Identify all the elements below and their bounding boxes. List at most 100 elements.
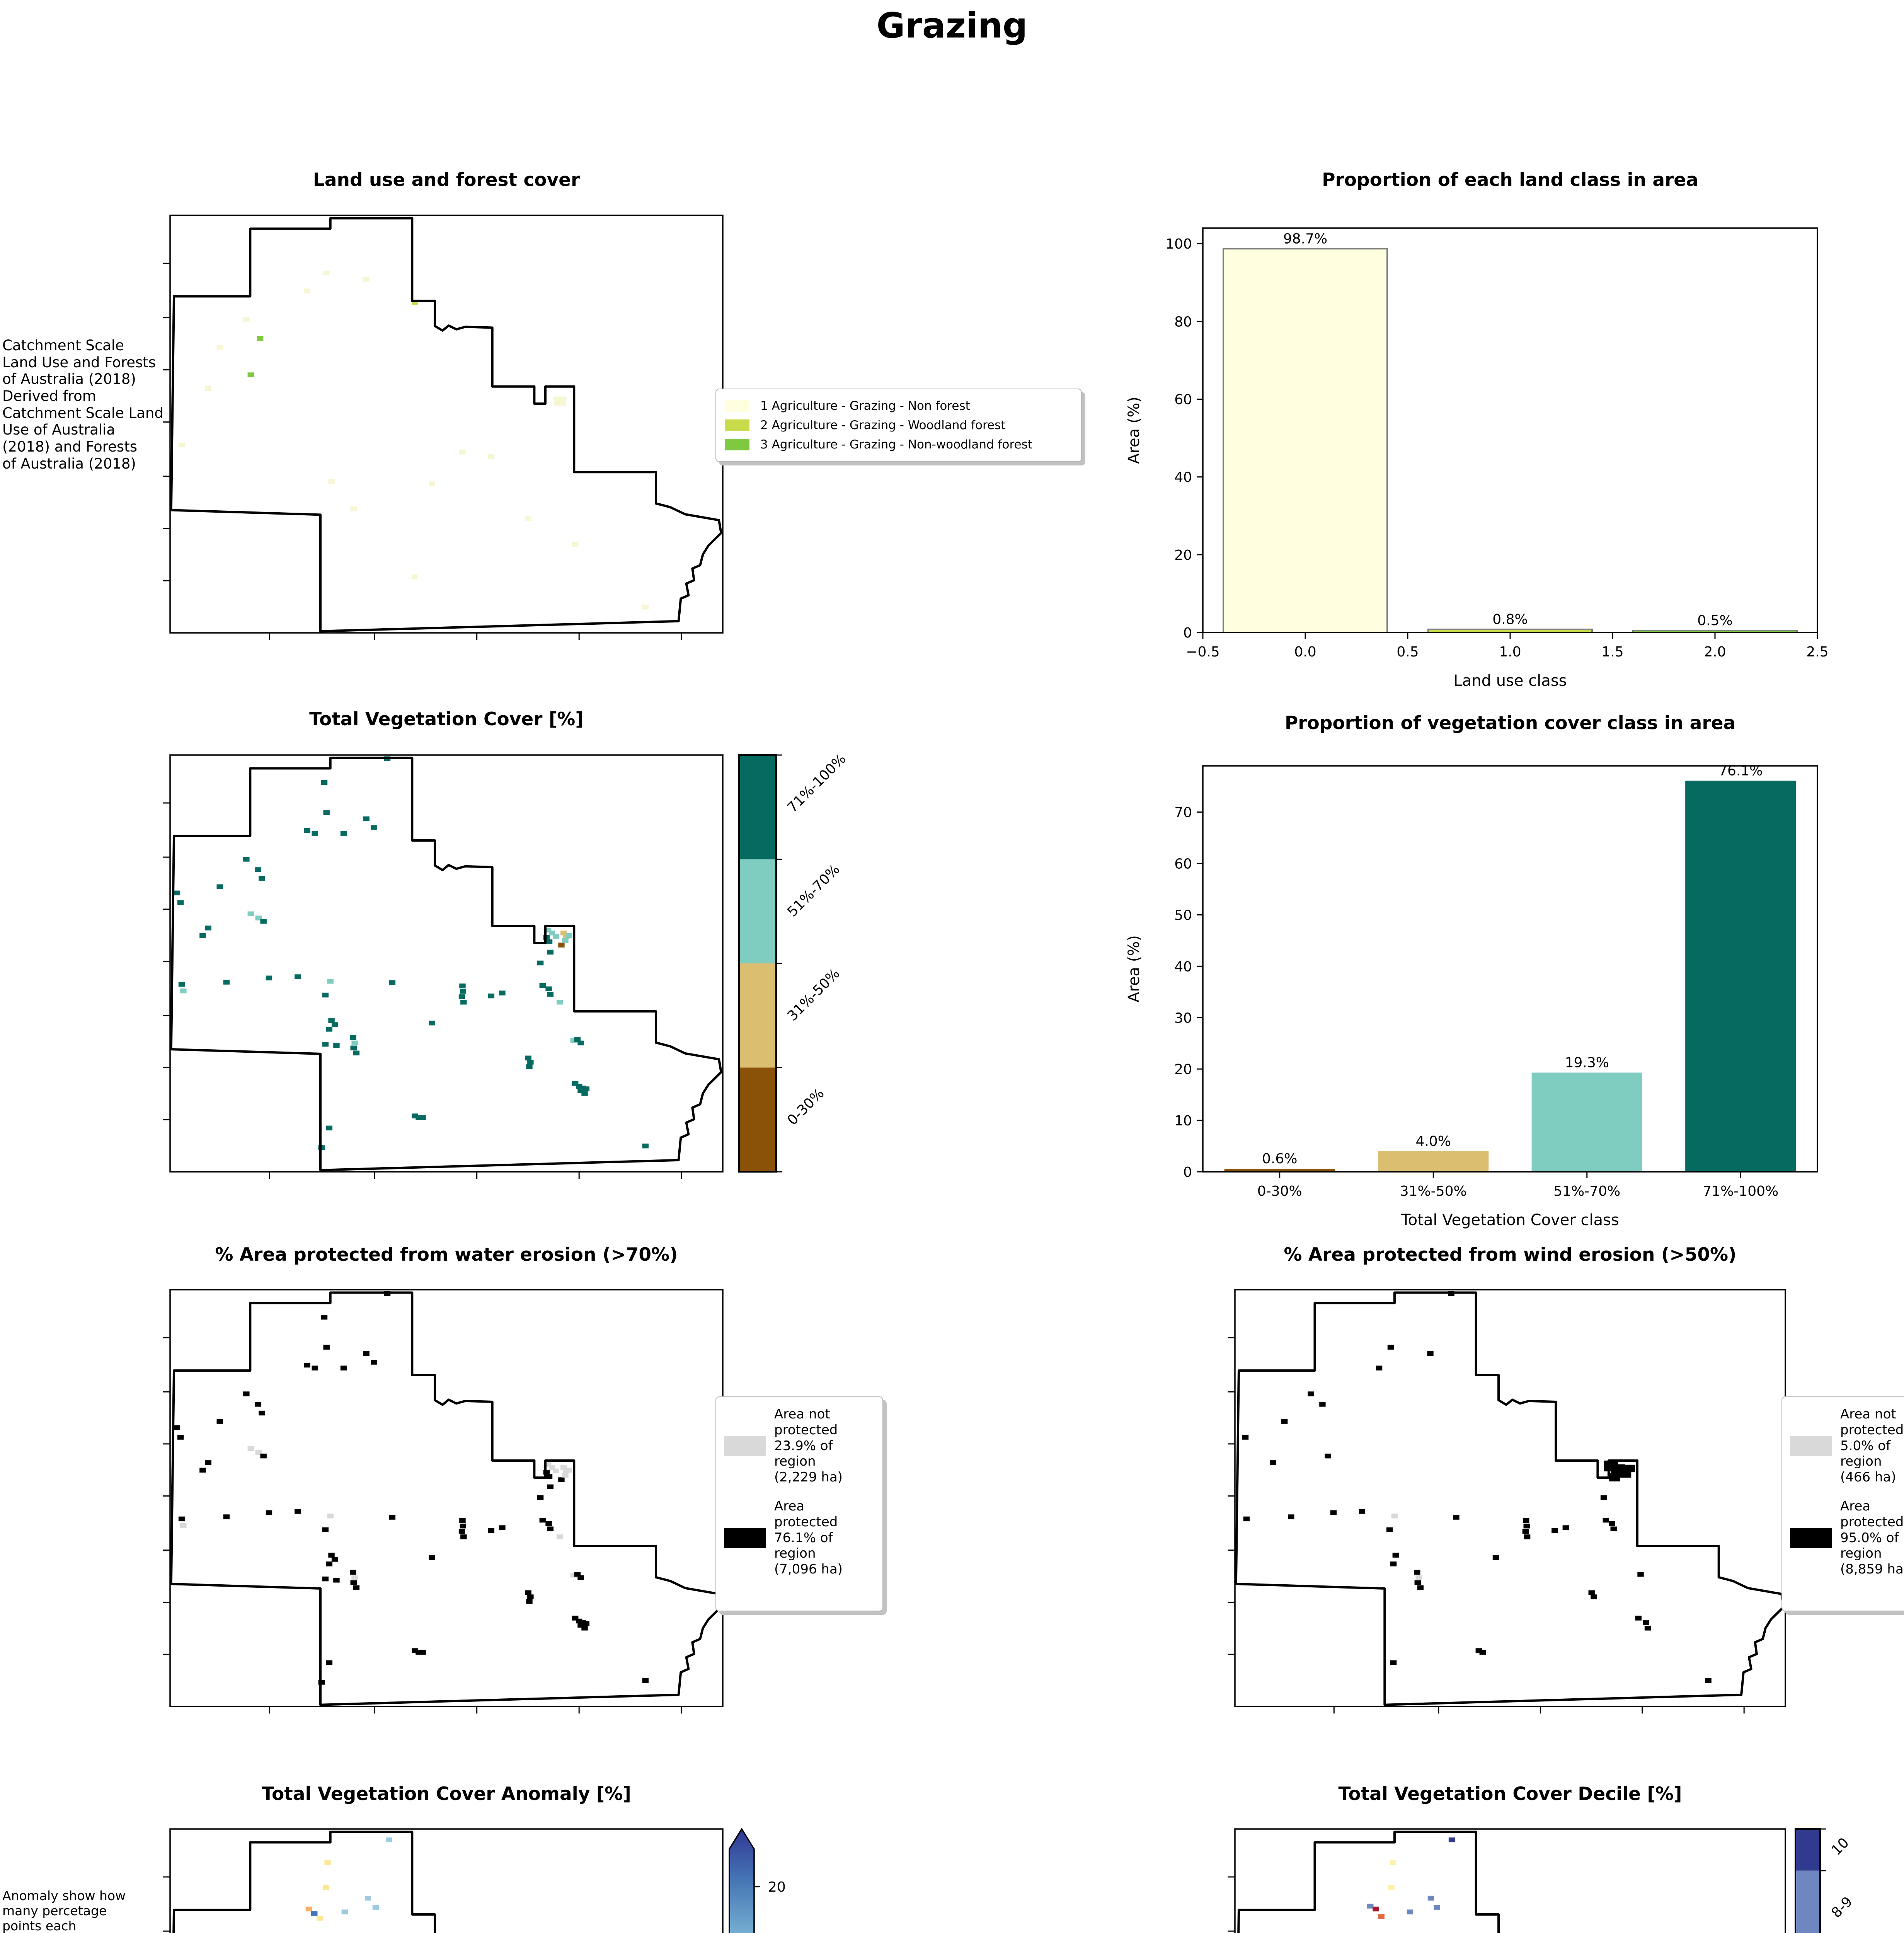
decile-colorbar: 108-94-72-31 bbox=[1795, 1828, 1856, 1933]
veg-cover-map bbox=[170, 755, 723, 1172]
svg-text:20: 20 bbox=[1174, 547, 1192, 563]
svg-text:0: 0 bbox=[1183, 1164, 1192, 1180]
legend-swatch bbox=[1790, 1435, 1832, 1456]
land-class-chart-title: Proportion of each land class in area bbox=[1322, 169, 1698, 191]
legend-label: 1 Agriculture - Grazing - Non forest bbox=[760, 399, 970, 413]
svg-text:71%-100%: 71%-100% bbox=[1703, 1183, 1778, 1199]
svg-text:0.8%: 0.8% bbox=[1492, 612, 1528, 627]
svg-text:51%-70%: 51%-70% bbox=[784, 861, 843, 920]
svg-text:0: 0 bbox=[1183, 625, 1192, 641]
svg-text:8-9: 8-9 bbox=[1828, 1894, 1856, 1921]
legend-item: 1 Agriculture - Grazing - Non forest bbox=[725, 399, 1073, 413]
anomaly-map-title: Total Vegetation Cover Anomaly [%] bbox=[262, 1783, 631, 1805]
svg-text:31%-50%: 31%-50% bbox=[784, 966, 843, 1024]
region-boundary bbox=[171, 758, 721, 1170]
legend-swatch bbox=[1790, 1527, 1832, 1548]
land-use-legend: 1 Agriculture - Grazing - Non forest 2 Ag… bbox=[715, 389, 1082, 462]
svg-text:71%-100%: 71%-100% bbox=[784, 751, 849, 816]
svg-text:70: 70 bbox=[1174, 805, 1192, 821]
x-axis-label: Total Vegetation Cover class bbox=[1401, 1211, 1619, 1229]
legend-item: 2 Agriculture - Grazing - Woodland fores… bbox=[725, 418, 1073, 432]
svg-text:51%-70%: 51%-70% bbox=[1553, 1183, 1620, 1199]
legend-label: Area not protected 5.0% of region (466 ha) bbox=[1840, 1406, 1904, 1485]
water-erosion-map-title: % Area protected from water erosion (>70… bbox=[215, 1244, 678, 1265]
legend-swatch bbox=[725, 439, 749, 450]
region-boundary bbox=[1236, 1293, 1784, 1705]
land-use-map-title: Land use and forest cover bbox=[313, 169, 580, 191]
svg-text:10: 10 bbox=[1828, 1835, 1852, 1858]
svg-text:80: 80 bbox=[1174, 314, 1192, 330]
decile-map bbox=[1235, 1829, 1785, 1933]
decile-map-title: Total Vegetation Cover Decile [%] bbox=[1338, 1783, 1682, 1805]
page-title: Grazing bbox=[876, 5, 1028, 46]
svg-text:1.0: 1.0 bbox=[1499, 644, 1521, 660]
wind-erosion-map bbox=[1235, 1290, 1785, 1706]
map-speckles bbox=[173, 756, 649, 1150]
legend-swatch bbox=[724, 1527, 766, 1548]
water-erosion-map bbox=[170, 1290, 723, 1706]
svg-text:19.3%: 19.3% bbox=[1565, 1055, 1609, 1070]
x-axis-label: Land use class bbox=[1453, 672, 1567, 690]
svg-text:100: 100 bbox=[1165, 236, 1192, 252]
map-speckles bbox=[1242, 1291, 1712, 1683]
bar bbox=[1378, 1151, 1489, 1172]
svg-text:0-30%: 0-30% bbox=[784, 1086, 827, 1128]
svg-text:50: 50 bbox=[1174, 907, 1192, 923]
svg-text:31%-50%: 31%-50% bbox=[1400, 1183, 1467, 1199]
region-boundary bbox=[171, 218, 721, 631]
veg-cover-map-title: Total Vegetation Cover [%] bbox=[309, 709, 584, 730]
legend-swatch bbox=[725, 419, 749, 431]
map-speckles bbox=[305, 1837, 392, 1921]
legend-swatch bbox=[725, 400, 749, 412]
y-axis-label: Area (%) bbox=[1125, 397, 1143, 464]
svg-text:40: 40 bbox=[1174, 470, 1192, 486]
legend-item: 3 Agriculture - Grazing - Non-woodland f… bbox=[725, 438, 1073, 452]
water-erosion-legend: Area not protected 23.9% of region (2,229 ha… bbox=[715, 1396, 883, 1611]
svg-text:20: 20 bbox=[1174, 1062, 1192, 1077]
legend-item: Area not protected 23.9% of region (2,229 ha… bbox=[724, 1406, 875, 1485]
bar bbox=[1685, 781, 1796, 1172]
veg-cover-colorbar: 71%-100% 51%-70% 31%-50% 0-30% bbox=[738, 751, 849, 1173]
bar bbox=[1223, 248, 1388, 633]
legend-swatch bbox=[724, 1435, 766, 1456]
svg-text:−0.5: −0.5 bbox=[1186, 644, 1219, 660]
svg-text:4.0%: 4.0% bbox=[1416, 1134, 1451, 1149]
svg-text:0.5: 0.5 bbox=[1396, 644, 1419, 660]
y-axis-label: Area (%) bbox=[1125, 935, 1143, 1002]
legend-label: Area not protected 23.9% of region (2,229 ha… bbox=[774, 1406, 843, 1485]
svg-text:30: 30 bbox=[1174, 1010, 1192, 1026]
legend-label: 3 Agriculture - Grazing - Non-woodland f… bbox=[760, 438, 1032, 452]
legend-item: Area protected 76.1% of region (7,096 ha) bbox=[724, 1498, 875, 1577]
legend-item: Area protected 95.0% of region (8,859 ha) bbox=[1790, 1498, 1904, 1577]
svg-text:0.0: 0.0 bbox=[1294, 644, 1316, 660]
svg-text:98.7%: 98.7% bbox=[1283, 231, 1327, 247]
svg-text:2.0: 2.0 bbox=[1704, 644, 1726, 660]
legend-label: 2 Agriculture - Grazing - Woodland fores… bbox=[760, 418, 1006, 432]
svg-text:1.5: 1.5 bbox=[1601, 644, 1623, 660]
anomaly-note: Anomaly show how many percetage points eac… bbox=[2, 1888, 126, 1933]
wind-erosion-legend: Area not protected 5.0% of region (466 ha) Ar… bbox=[1781, 1396, 1904, 1611]
svg-text:20: 20 bbox=[768, 1879, 786, 1895]
anomaly-colorbar: 20100−10−20 bbox=[729, 1827, 786, 1933]
svg-text:60: 60 bbox=[1174, 856, 1192, 872]
region-boundary bbox=[171, 1293, 721, 1705]
bar bbox=[1224, 1169, 1335, 1172]
map-speckles bbox=[178, 270, 649, 610]
wind-erosion-map-title: % Area protected from wind erosion (>50%… bbox=[1284, 1244, 1737, 1265]
land-use-source-note: Catchment Scale Land Use and Forests of Au… bbox=[2, 337, 163, 472]
svg-text:2.5: 2.5 bbox=[1806, 644, 1828, 660]
map-speckles bbox=[173, 1291, 649, 1685]
svg-text:10: 10 bbox=[1174, 1113, 1192, 1129]
map-speckles bbox=[1367, 1837, 1455, 1919]
svg-text:60: 60 bbox=[1174, 392, 1192, 408]
land-class-bar-chart: 98.7% 0.8% 0.5% −0.5 0.0 0.5 1.0 1.5 2.0 2.5 0 20 40… bbox=[1125, 227, 1829, 690]
legend-item: Area not protected 5.0% of region (466 ha) bbox=[1790, 1406, 1904, 1485]
svg-text:0.5%: 0.5% bbox=[1697, 613, 1732, 629]
legend-label: Area protected 95.0% of region (8,859 ha) bbox=[1840, 1498, 1904, 1577]
svg-text:0.6%: 0.6% bbox=[1262, 1151, 1297, 1167]
legend-label: Area protected 76.1% of region (7,096 ha) bbox=[774, 1498, 843, 1577]
veg-class-bar-chart: 0.6% 0-30% 4.0% 31%-50% 19.3% 51%-70% 76.1% 71%… bbox=[1125, 763, 1818, 1229]
svg-text:40: 40 bbox=[1174, 959, 1192, 975]
anomaly-map bbox=[170, 1829, 723, 1933]
